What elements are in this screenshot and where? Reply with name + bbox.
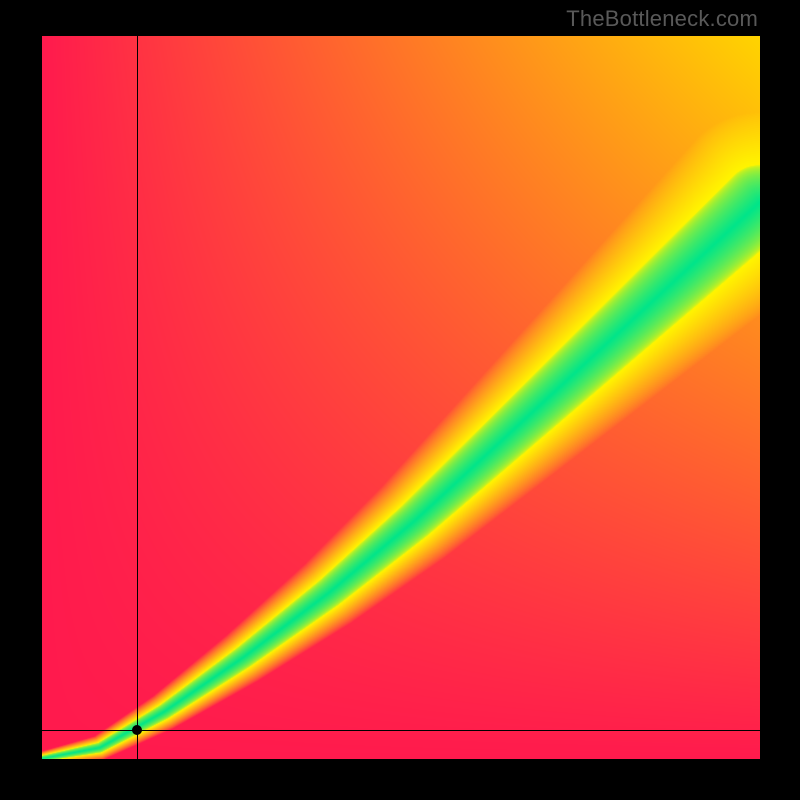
crosshair-horizontal bbox=[42, 730, 760, 731]
heatmap-canvas bbox=[42, 36, 760, 759]
crosshair-vertical bbox=[137, 36, 138, 759]
watermark-text: TheBottleneck.com bbox=[566, 6, 758, 32]
plot-area bbox=[42, 36, 760, 759]
crosshair-marker bbox=[132, 725, 142, 735]
